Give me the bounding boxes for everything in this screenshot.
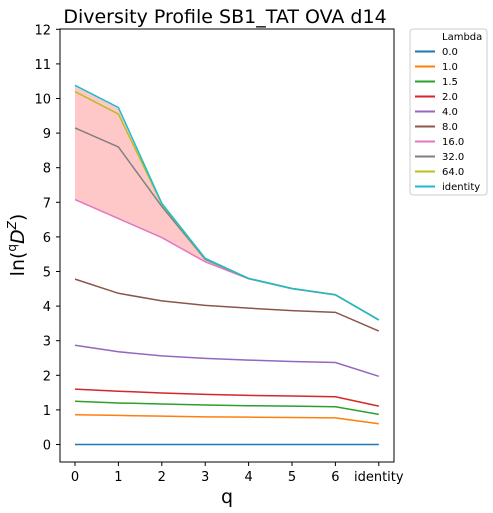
series-line-lambda-1-5 <box>74 400 379 416</box>
y-tick-label: 3 <box>43 335 51 350</box>
y-tick-label: 7 <box>43 196 51 211</box>
series-line-lambda-8-0 <box>74 278 380 332</box>
y-tick-label: 12 <box>34 23 51 38</box>
y-tick-label: 5 <box>43 266 51 281</box>
legend-label-lambda-identity: identity <box>442 182 480 193</box>
legend-label-lambda-0-0: 0.0 <box>442 47 458 58</box>
y-tick-label: 0 <box>43 439 51 454</box>
legend-label-lambda-1-0: 1.0 <box>442 62 458 73</box>
legend-title: Lambda <box>442 32 482 43</box>
shaded-area-layer <box>75 85 379 320</box>
legend-label-lambda-8-0: 8.0 <box>442 122 458 133</box>
y-tick-label: 1 <box>43 404 51 419</box>
series-lines-layer <box>74 84 380 446</box>
x-axis-ticks: 0 1 2 3 4 5 6 identity <box>71 462 404 485</box>
legend: Lambda 0.0 1.0 1.5 2.0 4.0 8.0 16.0 32.0 64.0 ide… <box>409 28 488 196</box>
legend-label-lambda-4-0: 4.0 <box>442 107 458 118</box>
chart-title: Diversity Profile SB1_TAT OVA d14 <box>63 6 386 28</box>
y-tick-label: 9 <box>43 127 51 142</box>
series-line-lambda-2-0 <box>74 388 379 407</box>
y-tick-label: 8 <box>43 162 51 177</box>
legend-label-lambda-32-0: 32.0 <box>442 152 464 163</box>
x-tick-label: identity <box>354 470 404 485</box>
x-tick-label: 6 <box>331 470 339 485</box>
series-line-lambda-identity <box>74 84 380 321</box>
y-tick-label: 10 <box>34 93 51 108</box>
x-axis-label: q <box>221 486 233 508</box>
x-tick-label: 3 <box>201 470 209 485</box>
series-line-lambda-4-0 <box>74 344 380 378</box>
y-tick-label: 4 <box>43 300 51 315</box>
plot-frame <box>59 28 395 463</box>
legend-frame <box>409 28 488 196</box>
x-tick-label: 1 <box>114 470 122 485</box>
x-tick-label: 4 <box>244 470 252 485</box>
x-tick-label: 5 <box>288 470 296 485</box>
x-tick-label: 0 <box>71 470 79 485</box>
series-line-lambda-1-0 <box>74 413 379 425</box>
legend-items: 0.0 1.0 1.5 2.0 4.0 8.0 16.0 32.0 64.0 identity <box>415 47 480 193</box>
legend-label-lambda-64-0: 64.0 <box>442 167 464 178</box>
shaded-area <box>75 85 379 320</box>
y-tick-label: 6 <box>43 231 51 246</box>
y-axis-label: ln(qDZ) <box>5 214 29 277</box>
y-tick-label: 11 <box>34 58 51 73</box>
y-tick-label: 2 <box>43 369 51 384</box>
legend-label-lambda-16-0: 16.0 <box>442 137 464 148</box>
legend-label-lambda-1-5: 1.5 <box>442 77 458 88</box>
x-tick-label: 2 <box>158 470 166 485</box>
legend-label-lambda-2-0: 2.0 <box>442 92 458 103</box>
